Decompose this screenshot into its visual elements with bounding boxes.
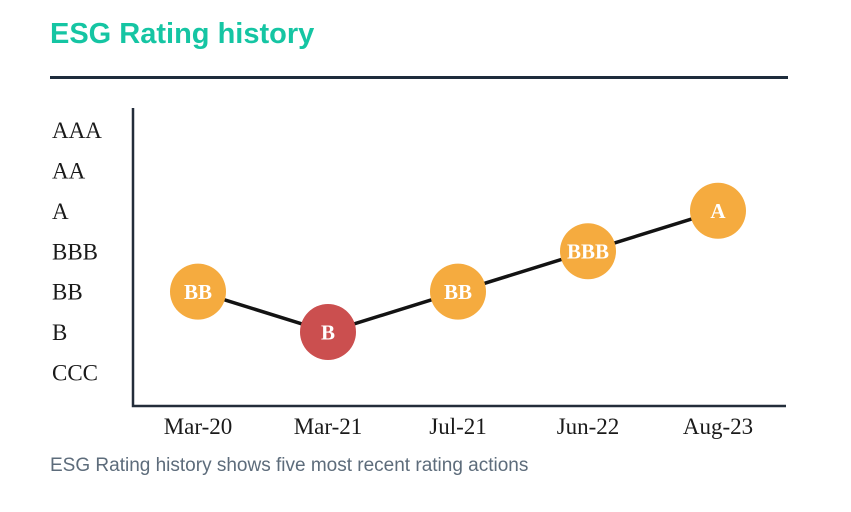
chart-caption: ESG Rating history shows five most recen…	[50, 455, 529, 476]
rating-point-marker	[690, 182, 746, 239]
rating-point-label: BB	[444, 280, 472, 304]
y-axis-label: BB	[52, 280, 83, 305]
page-title: ESG Rating history	[50, 18, 315, 50]
y-axis-label: AAA	[52, 118, 102, 143]
rating-point-marker	[300, 304, 356, 360]
rating-point-label: B	[321, 320, 335, 344]
y-axis-label: AA	[52, 158, 86, 183]
chart-axes	[131, 108, 786, 408]
y-axis-label: A	[52, 199, 69, 224]
rating-point-label: BBB	[567, 240, 609, 264]
x-axis-label: Jul-21	[429, 414, 487, 439]
rating-point-marker	[560, 223, 616, 280]
x-axis-label: Mar-21	[294, 414, 363, 439]
x-axis-label: Aug-23	[683, 414, 753, 439]
rating-point-marker	[430, 263, 486, 320]
y-axis-label: CCC	[52, 360, 98, 385]
x-axis-label: Jun-22	[557, 414, 620, 439]
rating-point-label: A	[710, 199, 726, 223]
x-axis-label: Mar-20	[164, 414, 233, 439]
y-axis-label: BBB	[52, 239, 98, 264]
rating-point-marker	[170, 263, 226, 320]
title-divider	[50, 76, 788, 79]
y-axis-label: B	[52, 320, 67, 345]
rating-point-label: BB	[184, 280, 212, 304]
